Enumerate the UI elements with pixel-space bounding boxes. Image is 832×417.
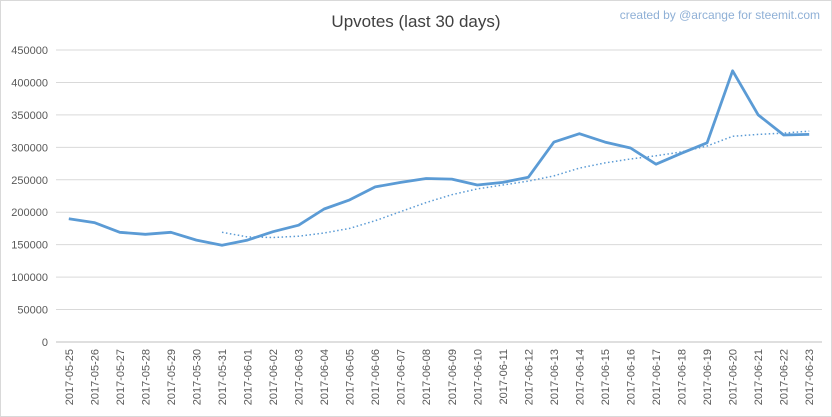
x-tick-label: 2017-05-30 [191, 349, 203, 405]
x-tick-label: 2017-06-17 [651, 349, 663, 405]
x-tick-label: 2017-06-23 [804, 349, 816, 405]
x-tick-label: 2017-05-26 [89, 349, 101, 405]
gridlines [56, 49, 822, 343]
x-tick-label: 2017-06-08 [421, 349, 433, 405]
x-tick-label: 2017-06-21 [753, 349, 765, 405]
x-tick-label: 2017-06-11 [498, 349, 510, 404]
y-tick-label: 150000 [11, 240, 48, 252]
x-tick-label: 2017-06-03 [294, 349, 306, 405]
x-tick-label: 2017-06-05 [345, 349, 357, 405]
y-tick-label: 100000 [11, 272, 48, 284]
x-tick-label: 2017-06-07 [396, 349, 408, 405]
x-tick-label: 2017-06-22 [779, 349, 791, 405]
y-tick-label: 0 [42, 337, 48, 349]
x-tick-label: 2017-06-13 [549, 349, 561, 405]
credit-text: created by @arcange for steemit.com [619, 8, 820, 22]
x-tick-label: 2017-06-10 [472, 349, 484, 405]
x-tick-label: 2017-06-20 [728, 349, 740, 405]
y-tick-label: 450000 [11, 45, 48, 57]
y-tick-label: 250000 [11, 175, 48, 187]
x-tick-label: 2017-05-28 [140, 349, 152, 405]
x-axis-ticks: 2017-05-25 2017-05-26 2017-05-27 2017-05-28… [64, 349, 816, 405]
y-tick-label: 400000 [11, 77, 48, 89]
y-tick-label: 350000 [11, 110, 48, 122]
series-lines [68, 69, 810, 247]
x-tick-label: 2017-05-29 [166, 349, 178, 405]
x-tick-label: 2017-05-27 [115, 349, 127, 405]
y-axis-ticks: 0 50000 100000 150000 200000 250000 300000 3500… [11, 45, 48, 349]
chart-title: Upvotes (last 30 days) [331, 12, 500, 31]
trendline-series [221, 130, 810, 239]
x-tick-label: 2017-06-15 [600, 349, 612, 405]
x-tick-label: 2017-06-01 [243, 349, 255, 405]
x-tick-label: 2017-06-19 [702, 349, 714, 405]
x-tick-label: 2017-06-18 [677, 349, 689, 405]
x-tick-label: 2017-06-02 [268, 349, 280, 405]
x-tick-label: 2017-06-16 [626, 349, 638, 405]
x-tick-label: 2017-05-25 [64, 349, 76, 405]
x-tick-label: 2017-06-04 [319, 349, 331, 405]
x-tick-label: 2017-05-31 [217, 349, 229, 405]
x-tick-label: 2017-06-12 [523, 349, 535, 405]
x-tick-label: 2017-06-06 [370, 349, 382, 405]
upvotes-series-line [68, 69, 810, 247]
y-tick-label: 50000 [17, 305, 48, 317]
x-tick-label: 2017-06-14 [574, 349, 586, 405]
x-tick-label: 2017-06-09 [447, 349, 459, 405]
y-tick-label: 200000 [11, 207, 48, 219]
y-tick-label: 300000 [11, 142, 48, 154]
